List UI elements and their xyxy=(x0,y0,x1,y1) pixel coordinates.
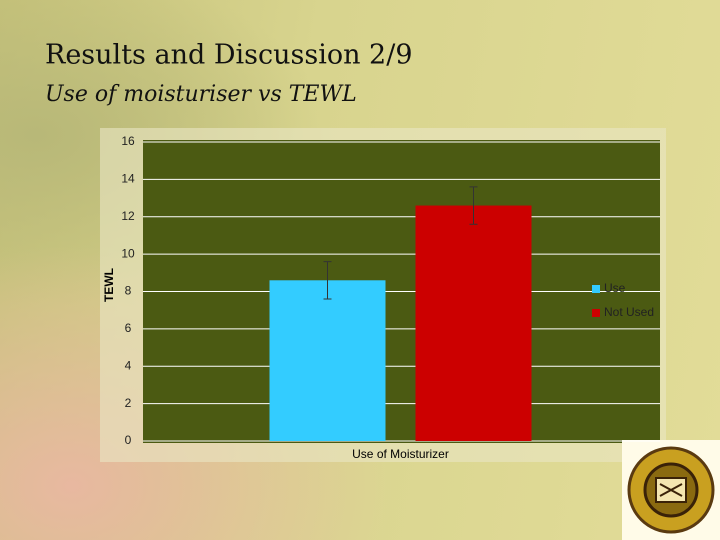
legend-label: Not Used xyxy=(604,305,654,319)
legend-label: Use xyxy=(604,281,626,295)
x-tick-label: Use of Moisturizer xyxy=(352,447,449,461)
bar xyxy=(415,205,532,441)
chart: 0 2 4 6 8 10 12 14 16 Use of Moisturizer Use Not Us… xyxy=(121,134,660,461)
y-tick-label: 14 xyxy=(121,172,135,186)
y-axis-label: TEWL xyxy=(102,268,116,302)
y-tick-label: 0 xyxy=(125,433,132,447)
error-bar xyxy=(323,261,332,300)
y-tick-label: 4 xyxy=(125,358,132,372)
logo xyxy=(622,440,720,540)
slide-subtitle: Use of moisturiser vs TEWL xyxy=(45,82,357,107)
legend-swatch xyxy=(592,309,600,317)
legend-swatch xyxy=(592,285,600,293)
y-tick-label: 10 xyxy=(121,246,135,260)
y-tick-label: 8 xyxy=(125,284,132,298)
slide-title: Results and Discussion 2/9 xyxy=(45,40,413,71)
y-tick-label: 12 xyxy=(121,209,135,223)
y-tick-label: 2 xyxy=(125,396,132,410)
bar xyxy=(269,280,386,441)
y-tick-label: 6 xyxy=(125,321,132,335)
error-bar xyxy=(469,186,478,225)
y-tick-label: 16 xyxy=(121,134,135,148)
